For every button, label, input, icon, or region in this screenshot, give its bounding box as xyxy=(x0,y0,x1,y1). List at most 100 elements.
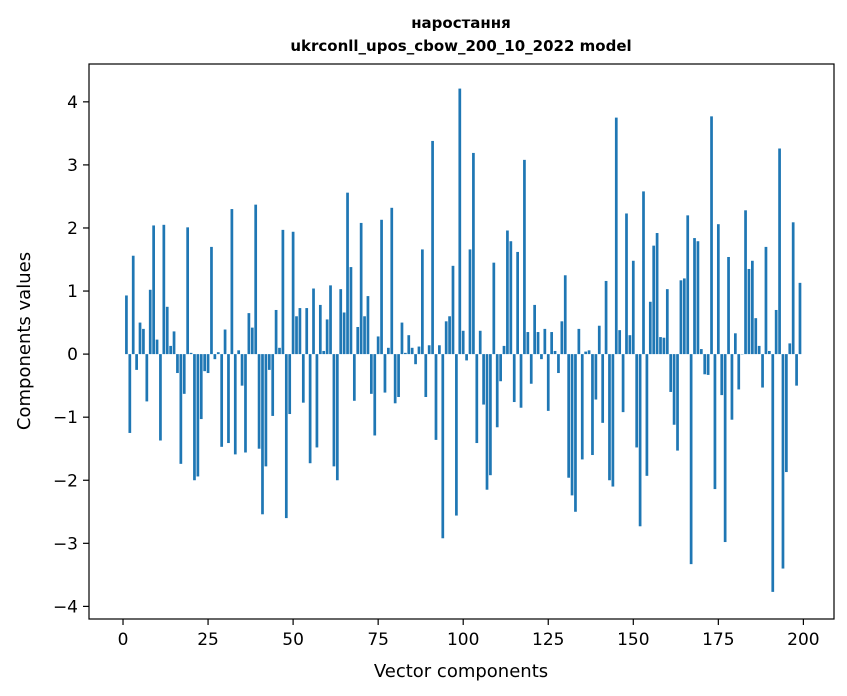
bar-component-57 xyxy=(315,354,319,448)
bar-component-145 xyxy=(614,117,618,355)
bar-component-97 xyxy=(451,265,455,355)
bar-component-4 xyxy=(135,354,138,370)
bar-component-130 xyxy=(563,275,567,355)
bar-component-192 xyxy=(774,309,778,355)
y-tick-label: 2 xyxy=(67,219,78,239)
bar-component-34 xyxy=(237,350,241,355)
bar-component-85 xyxy=(410,347,414,355)
bar-component-100 xyxy=(461,330,465,355)
bar-component-20 xyxy=(189,352,193,355)
bar-component-38 xyxy=(250,327,254,355)
bar-component-68 xyxy=(352,354,356,401)
bar-component-11 xyxy=(159,354,162,441)
bar-component-115 xyxy=(512,354,516,403)
chart-title-line1: наростання xyxy=(411,14,511,32)
bar-component-184 xyxy=(747,268,751,355)
bar-component-127 xyxy=(553,350,557,355)
bar-component-49 xyxy=(288,354,292,415)
bar-component-3 xyxy=(131,255,135,355)
bar-component-119 xyxy=(526,332,530,355)
bar-component-42 xyxy=(264,354,268,467)
y-tick-label: 4 xyxy=(67,93,78,113)
bar-component-37 xyxy=(247,313,251,355)
bars-layer xyxy=(125,88,802,592)
bar-component-199 xyxy=(798,282,802,355)
bar-component-89 xyxy=(424,354,428,397)
bar-component-111 xyxy=(499,354,502,382)
bar-component-136 xyxy=(584,351,588,355)
bar-component-56 xyxy=(312,288,315,355)
bar-component-95 xyxy=(444,321,448,355)
bar-component-147 xyxy=(621,354,625,413)
bar-component-28 xyxy=(216,352,220,355)
bar-component-173 xyxy=(710,116,713,355)
y-tick-label: −1 xyxy=(53,408,78,428)
x-tick-label: 100 xyxy=(447,630,479,650)
bar-component-10 xyxy=(155,339,159,355)
bar-component-39 xyxy=(254,204,258,355)
bar-component-138 xyxy=(591,354,594,456)
bar-component-141 xyxy=(601,354,605,423)
bar-component-21 xyxy=(193,354,196,481)
bar-component-168 xyxy=(693,238,696,355)
bar-component-194 xyxy=(781,354,785,569)
bar-component-52 xyxy=(298,308,302,355)
bar-component-17 xyxy=(179,354,183,464)
y-tick-label: 3 xyxy=(67,156,78,176)
bar-component-32 xyxy=(230,209,234,355)
bar-component-35 xyxy=(240,354,244,386)
bar-component-25 xyxy=(206,354,210,374)
bar-component-58 xyxy=(318,304,322,355)
bar-component-24 xyxy=(203,354,207,372)
bar-component-5 xyxy=(138,322,142,355)
x-tick-label: 150 xyxy=(617,630,649,650)
bar-component-146 xyxy=(618,330,622,355)
bar-component-171 xyxy=(703,354,707,375)
bar-component-176 xyxy=(720,354,724,396)
bar-component-135 xyxy=(580,354,584,460)
bar-component-181 xyxy=(737,354,741,390)
y-tick-label: −4 xyxy=(53,597,78,617)
bar-component-76 xyxy=(380,219,383,355)
bar-component-112 xyxy=(502,345,506,355)
bar-component-180 xyxy=(733,333,737,355)
bar-component-185 xyxy=(751,260,754,355)
bar-component-191 xyxy=(771,354,775,592)
bar-component-74 xyxy=(373,354,377,436)
bar-component-126 xyxy=(550,332,554,355)
bar-component-75 xyxy=(376,336,380,355)
bar-component-117 xyxy=(519,354,523,408)
bar-component-8 xyxy=(148,289,152,355)
bar-component-66 xyxy=(346,192,349,355)
bar-component-45 xyxy=(274,309,278,355)
x-tick-label: 175 xyxy=(702,630,734,650)
bar-component-69 xyxy=(356,326,360,355)
y-tick-label: −2 xyxy=(53,471,78,491)
bar-component-18 xyxy=(182,354,186,394)
bar-component-9 xyxy=(152,225,155,355)
bar-component-166 xyxy=(686,215,690,355)
bar-component-197 xyxy=(791,222,795,355)
bar-component-155 xyxy=(648,301,652,355)
bar-component-190 xyxy=(768,350,771,355)
y-tick-label: 0 xyxy=(67,345,78,365)
bar-component-175 xyxy=(716,224,720,355)
bar-component-156 xyxy=(652,245,656,355)
bar-component-143 xyxy=(608,354,611,481)
bar-component-15 xyxy=(172,331,176,355)
bar-component-108 xyxy=(489,354,492,476)
bar-component-72 xyxy=(366,296,370,355)
bar-component-133 xyxy=(574,354,577,512)
bar-component-164 xyxy=(679,280,683,355)
bar-component-105 xyxy=(478,330,482,355)
bar-component-6 xyxy=(142,328,145,355)
bar-component-153 xyxy=(642,191,645,355)
bar-component-163 xyxy=(676,354,679,451)
bar-component-80 xyxy=(393,354,397,404)
bar-component-149 xyxy=(628,335,632,355)
bar-component-40 xyxy=(257,354,261,449)
bar-component-98 xyxy=(455,354,458,516)
bar-component-43 xyxy=(267,354,271,370)
x-tick-label: 0 xyxy=(118,630,129,650)
bar-component-78 xyxy=(387,347,390,355)
